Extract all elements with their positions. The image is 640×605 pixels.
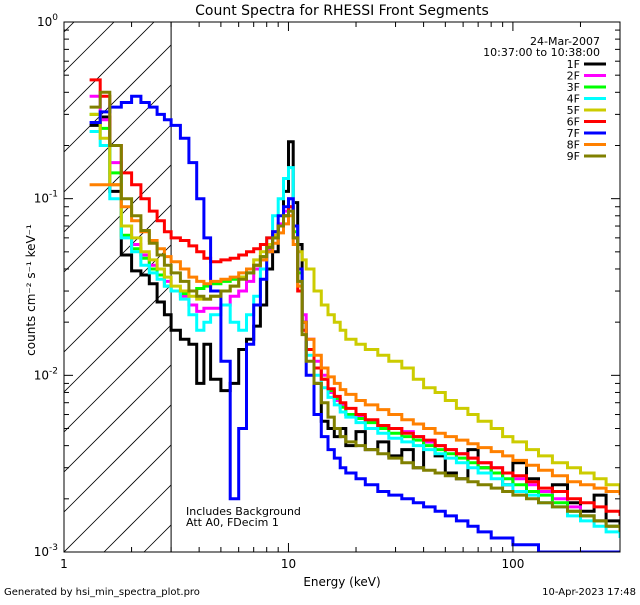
background-hatch-region	[64, 22, 172, 552]
hatch-line	[64, 22, 75, 33]
legend-label-4F: 4F	[567, 93, 580, 106]
hatch-line	[64, 22, 155, 113]
legend-label-3F: 3F	[567, 81, 580, 94]
series-9F	[89, 90, 620, 532]
timestamp-label: 10-Apr-2023 17:48	[542, 587, 636, 598]
legend-label-1F: 1F	[567, 58, 580, 71]
y-tick-label: 10-3	[34, 543, 58, 559]
hatch-line	[64, 204, 172, 313]
hatch-line	[64, 244, 172, 353]
plot-frame	[63, 21, 621, 553]
annotation-background: Includes Background	[186, 505, 301, 518]
legend-label-6F: 6F	[567, 116, 580, 129]
hatch-line	[64, 22, 115, 73]
series-8F	[89, 183, 620, 496]
series-7F	[89, 94, 620, 552]
x-axis-label: Energy (keV)	[303, 575, 380, 589]
series-5F	[89, 112, 620, 492]
series-6F	[89, 78, 620, 516]
chart-title: Count Spectra for RHESSI Front Segments	[195, 3, 489, 19]
legend-label-8F: 8F	[567, 139, 580, 152]
x-tick-label: 1	[60, 557, 68, 571]
legend-label-5F: 5F	[567, 104, 580, 117]
y-tick-label: 100	[37, 13, 58, 29]
x-tick-label: 100	[501, 557, 524, 571]
y-axis-ticks: 100 10-1 10-2 10-3	[34, 13, 620, 559]
hatch-line	[64, 404, 172, 513]
x-tick-label: 10	[281, 557, 296, 571]
y-tick-label: 10-1	[34, 190, 58, 206]
x-axis-ticks: 1 10 100	[60, 22, 621, 571]
legend-label-7F: 7F	[567, 127, 580, 140]
generated-by-label: Generated by hsi_min_spectra_plot.pro	[4, 587, 200, 598]
time-range-label: 10:37:00 to 10:38:00	[483, 46, 600, 59]
legend-label-2F: 2F	[567, 70, 580, 83]
hatch-line	[103, 484, 172, 552]
y-tick-label: 10-2	[34, 366, 58, 382]
hatch-line	[64, 84, 172, 193]
hatch-line	[64, 324, 172, 433]
legend-label-9F: 9F	[567, 150, 580, 163]
hatch-line	[64, 364, 172, 473]
hatch-line	[64, 164, 172, 273]
hatch-line	[143, 524, 172, 552]
y-axis-label: counts cm⁻² s⁻¹ keV⁻¹	[24, 224, 38, 356]
annotation-attenuator: Att A0, FDecim 1	[186, 516, 279, 529]
date-label: 24-Mar-2007	[530, 35, 600, 48]
hatch-line	[64, 444, 172, 552]
hatch-line	[64, 284, 172, 393]
spectra-series-group	[89, 78, 620, 552]
hatch-line	[64, 124, 172, 233]
hatch-line	[64, 44, 172, 153]
